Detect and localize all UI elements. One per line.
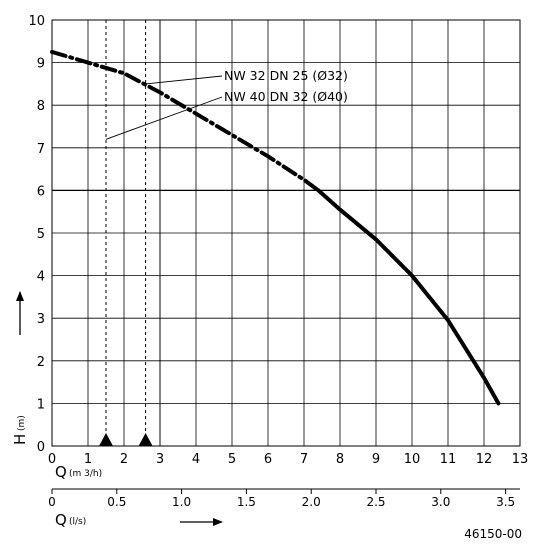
y-axis-unit: (m)	[17, 415, 27, 431]
y-tick-label: 9	[37, 57, 45, 72]
y-tick-label: 1	[37, 397, 45, 412]
plot-frame	[51, 19, 521, 447]
triangle-marker	[138, 433, 153, 446]
annotation-leader	[145, 75, 223, 85]
curve-segment-dash-dot	[50, 49, 321, 193]
x-tick-label: 7	[300, 452, 308, 467]
y-tick-label: 2	[37, 355, 45, 370]
y-tick-label: 8	[37, 99, 45, 114]
y-tick-label: 7	[37, 142, 45, 157]
x-tick-label: 10	[404, 452, 421, 467]
secondary-tick-label: 1.0	[172, 495, 191, 509]
y-tick-label: 4	[37, 270, 45, 285]
x-tick-label: 2	[120, 452, 128, 467]
triangle-marker	[99, 433, 113, 446]
secondary-x-axis: 0 0.5 1.0 1.5 2.0 2.5 3.0 3.5	[48, 488, 520, 509]
x-tick-label: 0	[48, 452, 56, 467]
pump-curve	[50, 49, 501, 406]
x-tick-label: 6	[264, 452, 272, 467]
x-tick-label: 1	[84, 452, 92, 467]
annotations: NW 32 DN 25 (Ø32) NW 40 DN 32 (Ø40)	[105, 68, 348, 140]
x-tick-label: 3	[156, 452, 164, 467]
secondary-tick-label: 0	[48, 495, 56, 509]
secondary-tick-label: 0.5	[107, 495, 126, 509]
y-axis-label: H	[11, 434, 29, 445]
x-tick-label: 11	[440, 452, 457, 467]
annotation-label: NW 32 DN 25 (Ø32)	[224, 68, 348, 83]
reference-code: 46150-00	[464, 527, 522, 541]
grid-lines	[51, 19, 521, 447]
x-tick-label: 8	[336, 452, 344, 467]
y-tick-label: 6	[37, 184, 45, 199]
reference-markers	[99, 433, 153, 446]
x-tick-label: 9	[372, 452, 380, 467]
x-axis-unit: (m 3/h)	[69, 469, 102, 479]
y-axis-tick-labels: 0 1 2 3 4 5 6 7 8 9 10	[28, 14, 45, 455]
secondary-tick-label: 2.0	[302, 495, 321, 509]
y-tick-label: 3	[37, 312, 45, 327]
curve-segment-solid	[316, 188, 501, 406]
y-tick-label: 10	[28, 14, 45, 29]
secondary-tick-label: 2.5	[366, 495, 385, 509]
y-tick-label: 0	[37, 440, 45, 455]
secondary-x-axis-unit: (l/s)	[69, 517, 86, 527]
secondary-tick-label: 1.5	[237, 495, 256, 509]
x-axis-tick-labels: 0 1 2 3 4 5 6 7 8 9 10 11 12 13	[48, 452, 528, 467]
x-tick-label: 12	[476, 452, 493, 467]
annotation-leader	[105, 96, 223, 140]
x-tick-label: 4	[192, 452, 200, 467]
x-axis-label: Q	[55, 463, 67, 481]
x-tick-label: 5	[228, 452, 236, 467]
reference-lines	[105, 20, 147, 446]
y-tick-label: 5	[37, 227, 45, 242]
x-tick-label: 13	[512, 452, 529, 467]
secondary-tick-label: 3.5	[496, 495, 515, 509]
annotation-label: NW 40 DN 32 (Ø40)	[224, 89, 348, 104]
secondary-tick-label: 3.0	[431, 495, 450, 509]
secondary-x-axis-label: Q	[55, 511, 67, 529]
